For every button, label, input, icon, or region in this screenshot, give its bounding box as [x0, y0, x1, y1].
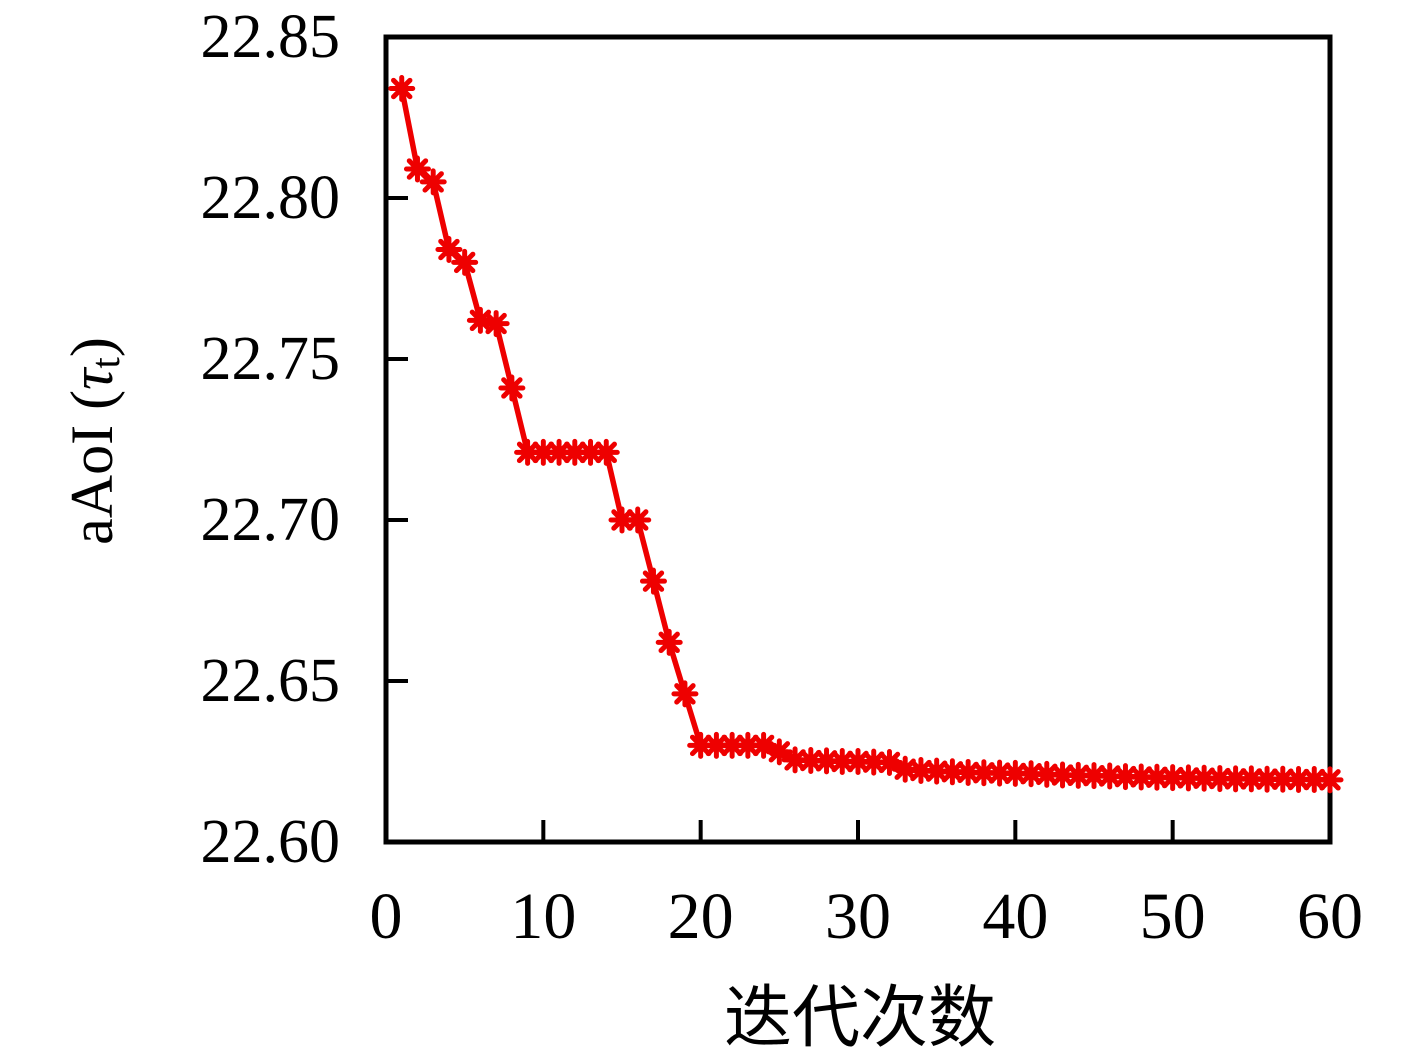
data-point-marker [1285, 766, 1313, 794]
data-point-marker [986, 759, 1014, 787]
y-axis-title-text: aAoI ( [59, 389, 125, 545]
y-tick-label: 22.75 [200, 325, 341, 393]
data-point-marker [466, 306, 494, 334]
data-point-marker [529, 438, 557, 466]
data-point-marker [1174, 764, 1202, 792]
data-point-marker [875, 748, 903, 776]
data-point-marker [765, 738, 793, 766]
data-point-marker [608, 506, 636, 534]
x-tick-label: 20 [667, 880, 734, 953]
data-point-marker [891, 755, 919, 783]
data-point-marker [671, 680, 699, 708]
data-point-marker [750, 731, 778, 759]
data-point-marker [655, 628, 683, 656]
data-point-marker [923, 757, 951, 785]
data-point-marker [577, 438, 605, 466]
data-point-marker [419, 168, 447, 196]
data-point-marker [687, 731, 715, 759]
x-tick-label: 50 [1139, 880, 1206, 953]
data-point-marker [844, 748, 872, 775]
data-point-marker [1143, 763, 1171, 791]
data-point-marker [561, 438, 589, 466]
data-point-marker [514, 438, 542, 466]
data-point-marker [1237, 765, 1265, 793]
data-point-marker [970, 759, 998, 787]
data-point-marker [907, 757, 935, 785]
tau-subscript: t [83, 357, 129, 369]
x-tick-label: 30 [825, 880, 891, 953]
data-point-marker [1300, 766, 1328, 794]
data-point-marker [954, 758, 982, 786]
y-tick-label: 22.65 [200, 647, 341, 715]
data-point-marker [828, 748, 856, 775]
data-point-marker [435, 236, 463, 264]
data-point-marker [1001, 759, 1029, 787]
data-point-marker [781, 746, 809, 774]
data-point-marker [860, 748, 888, 776]
data-point-marker [482, 310, 510, 338]
data-point-marker [1190, 764, 1218, 792]
plot-box [383, 34, 1333, 845]
data-point-marker [498, 374, 526, 402]
x-tick-label: 10 [510, 880, 577, 953]
data-point-marker [1064, 761, 1092, 789]
data-point-marker [403, 155, 431, 183]
data-point-marker [1096, 762, 1124, 790]
data-point-marker [718, 731, 746, 759]
x-tick-label: 40 [982, 880, 1049, 953]
x-tick-label: 60 [1297, 880, 1363, 953]
data-point-marker [1253, 765, 1281, 793]
y-tick-label: 22.85 [200, 3, 341, 71]
data-point-marker [1017, 760, 1045, 788]
data-point-marker [451, 248, 479, 276]
y-axis-title: aAoI (τt) [52, 141, 132, 741]
data-point-marker [734, 731, 762, 759]
x-axis-title: 迭代次数 [723, 980, 996, 1056]
series-line [398, 85, 1333, 783]
data-point-marker [1111, 763, 1139, 791]
data-point-marker [1206, 765, 1234, 793]
tau-symbol: τ [59, 368, 125, 390]
y-tick-label: 22.70 [200, 486, 341, 554]
data-point-marker [813, 747, 841, 775]
data-point-marker [624, 506, 652, 534]
data-point-marker [1222, 765, 1250, 793]
x-tick-label: 0 [369, 880, 403, 953]
data-point-marker [1080, 762, 1108, 790]
y-tick-label: 22.80 [200, 164, 341, 232]
data-point-marker [1269, 765, 1297, 793]
data-point-marker [545, 438, 573, 466]
y-axis-title-close: ) [59, 337, 125, 358]
data-point-marker [1159, 764, 1187, 792]
data-point-marker [639, 567, 667, 595]
data-point-marker [1316, 766, 1344, 794]
y-tick-label: 22.60 [200, 808, 341, 876]
data-point-marker [388, 75, 416, 103]
data-point-marker [592, 438, 620, 466]
data-point-marker [797, 747, 825, 775]
data-point-marker [938, 758, 966, 786]
data-point-marker [1127, 763, 1155, 791]
data-point-marker [1049, 761, 1077, 789]
data-point-marker [1033, 760, 1061, 788]
data-point-marker [702, 731, 730, 759]
